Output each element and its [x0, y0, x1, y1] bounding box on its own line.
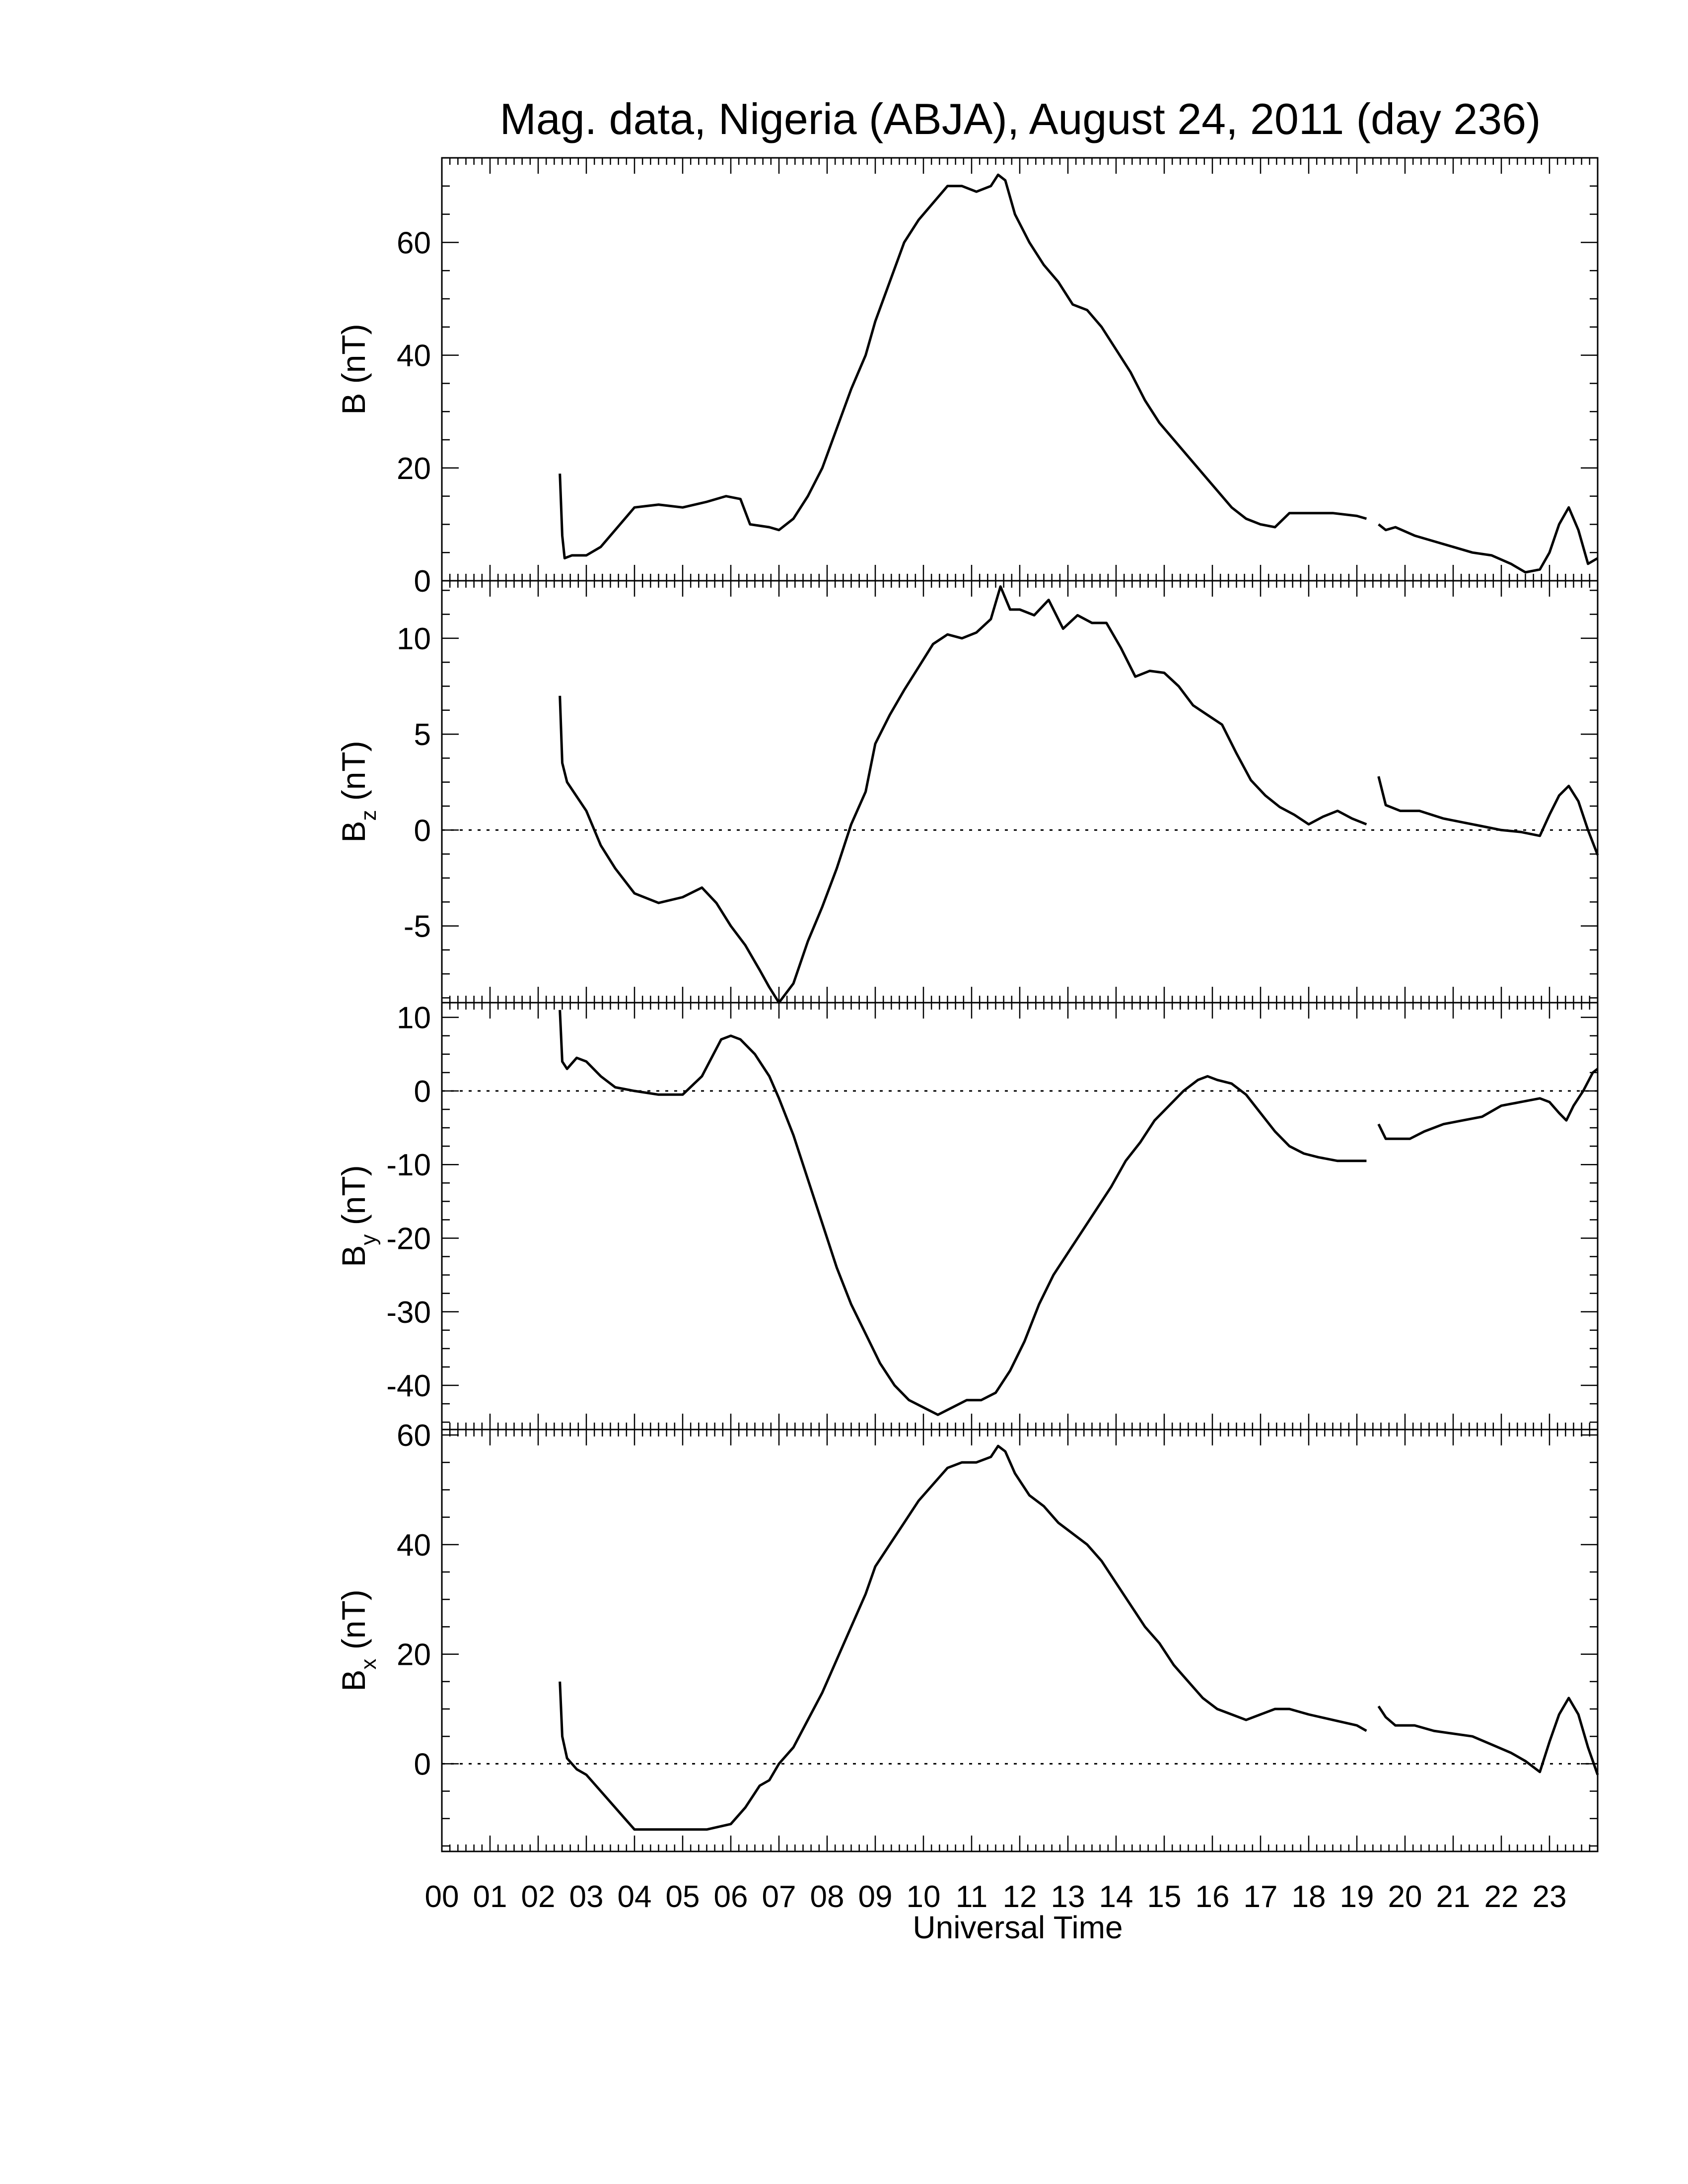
y-tick-label: -40 [386, 1369, 431, 1403]
panel-bz: -5 0 5 10 Bz (nT) [335, 580, 1599, 1004]
x-tick-label: 14 [1099, 1880, 1133, 1914]
x-tick-label: 05 [666, 1880, 700, 1914]
x-axis-label: Universal Time [913, 1910, 1123, 1945]
x-tick-label: 00 [425, 1880, 459, 1914]
series-line [559, 173, 1367, 560]
y-axis-label: By (nT) [335, 1165, 381, 1267]
x-tick-label: 06 [714, 1880, 748, 1914]
x-tick-label: 12 [1003, 1880, 1037, 1914]
x-tick-label: 09 [858, 1880, 893, 1914]
x-tick-label: 11 [956, 1880, 987, 1914]
x-tick-label: 04 [618, 1880, 652, 1914]
y-tick-label: 20 [397, 1638, 431, 1672]
series-line [1377, 776, 1599, 856]
panel-by: -40 -30 -20 -10 0 10 By (nT) [335, 1001, 1599, 1431]
y-tick-label: 0 [414, 814, 431, 848]
series-line [559, 1010, 1367, 1416]
x-tick-label: 17 [1244, 1880, 1278, 1914]
x-tick-labels: 00 01 02 03 04 05 06 07 08 09 10 11 12 13 14 15 16 17 18 19… [425, 1880, 1567, 1914]
y-tick-label: 10 [397, 622, 431, 656]
x-tick-label: 10 [907, 1880, 941, 1914]
y-tick-label: 0 [414, 564, 431, 599]
x-tick-label: 20 [1388, 1880, 1422, 1914]
y-tick-label: -20 [386, 1222, 431, 1256]
y-tick-label: 60 [397, 226, 431, 260]
y-tick-label: 60 [397, 1419, 431, 1453]
series-line [1378, 506, 1599, 574]
x-tick-label: 19 [1340, 1880, 1374, 1914]
y-tick-label: 40 [397, 339, 431, 373]
panels: 0 20 40 60 B (nT) -5 0 5 10 Bz (nT) -40 -30 -20 -10 0 1… [335, 157, 1599, 1852]
y-tick-label: 40 [397, 1528, 431, 1563]
series-line [559, 585, 1367, 1004]
x-tick-label: 16 [1196, 1880, 1230, 1914]
y-tick-label: 0 [414, 1075, 431, 1109]
panel-frame [441, 580, 1599, 1004]
series-line [1377, 1697, 1599, 1775]
y-axis-label: Bx (nT) [335, 1589, 381, 1691]
x-tick-label: 23 [1533, 1880, 1567, 1914]
series-line [1377, 1068, 1599, 1140]
chart-title: Mag. data, Nigeria (ABJA), August 24, 20… [500, 94, 1541, 143]
x-tick-label: 18 [1292, 1880, 1326, 1914]
panel-b-total: 0 20 40 60 B (nT) [335, 157, 1599, 599]
series-line [559, 1444, 1367, 1831]
x-tick-label: 02 [521, 1880, 556, 1914]
y-tick-label: 0 [414, 1747, 431, 1781]
x-tick-label: 03 [569, 1880, 604, 1914]
y-axis-label: Bz (nT) [335, 741, 381, 842]
x-tick-label: 22 [1484, 1880, 1519, 1914]
x-tick-label: 07 [762, 1880, 796, 1914]
y-tick-label: -30 [386, 1296, 431, 1330]
y-tick-label: 20 [397, 452, 431, 486]
y-tick-label: -5 [404, 909, 431, 944]
x-tick-label: 21 [1436, 1880, 1471, 1914]
y-tick-label: -10 [386, 1148, 431, 1182]
x-tick-label: 15 [1147, 1880, 1182, 1914]
x-tick-label: 13 [1051, 1880, 1085, 1914]
x-tick-label: 08 [810, 1880, 844, 1914]
y-axis-label: B (nT) [335, 324, 372, 414]
panel-frame [441, 1429, 1599, 1852]
x-tick-label: 01 [473, 1880, 507, 1914]
panel-bx: 0 20 40 60 Bx (nT) [335, 1419, 1599, 1852]
panel-frame [441, 1002, 1599, 1431]
y-tick-label: 5 [414, 718, 431, 752]
y-tick-label: 10 [397, 1001, 431, 1035]
